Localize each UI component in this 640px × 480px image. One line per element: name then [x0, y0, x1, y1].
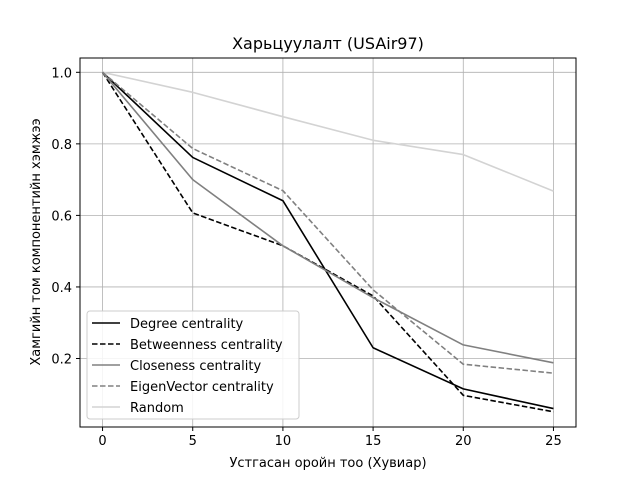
- x-tick-label: 5: [189, 434, 197, 449]
- series-lines: [101, 71, 554, 413]
- y-tick-label: 1.0: [51, 66, 72, 81]
- y-tick-label: 0.2: [51, 352, 72, 367]
- legend-label: Betweenness centrality: [130, 338, 283, 353]
- axis-ticks: 0 5 10 15 20 25 0.2 0.4 0.6 0.8 1.0: [51, 66, 561, 449]
- y-axis-label: Хамгийн том компонентийн хэмжээ: [29, 118, 44, 365]
- x-tick-label: 0: [98, 434, 106, 449]
- chart-title: Харьцуулалт (USAir97): [232, 34, 424, 53]
- legend: Degree centrality Betweenness centrality C…: [86, 310, 300, 420]
- legend-label: Degree centrality: [130, 317, 244, 332]
- series-line-random: [102, 71, 554, 192]
- grid-lines: [80, 58, 576, 427]
- legend-label: EigenVector centrality: [130, 380, 274, 395]
- series-line-closeness-centrality: [101, 71, 554, 364]
- y-tick-label: 0.6: [51, 209, 72, 224]
- legend-label: Random: [130, 401, 184, 416]
- y-tick-label: 0.4: [51, 281, 72, 296]
- x-tick-label: 25: [545, 434, 562, 449]
- y-tick-label: 0.8: [51, 138, 72, 153]
- x-tick-label: 15: [365, 434, 382, 449]
- x-tick-label: 20: [455, 434, 472, 449]
- series-line-eigenvector-centrality: [102, 71, 554, 374]
- legend-label: Closeness centrality: [130, 359, 261, 374]
- x-axis-label: Устгасан оройн тоо (Хувиар): [229, 456, 426, 471]
- legend-box: [86, 310, 300, 420]
- series-line-degree-centrality: [102, 71, 554, 410]
- plot-frame: [79, 57, 577, 428]
- x-tick-label: 10: [275, 434, 292, 449]
